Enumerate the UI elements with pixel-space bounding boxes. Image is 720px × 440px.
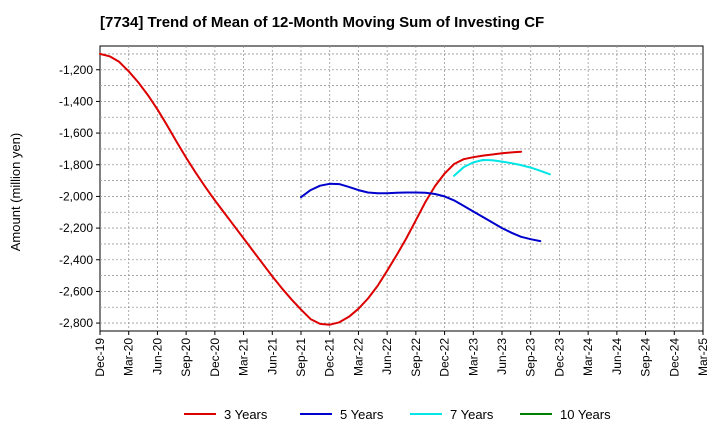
y-tick-label: -1,800 <box>59 158 93 172</box>
x-tick-label: Dec-23 <box>552 338 566 377</box>
x-tick-label: Mar-23 <box>466 338 480 376</box>
x-tick-label: Sep-23 <box>524 338 538 377</box>
x-tick-label: Sep-24 <box>639 338 653 377</box>
x-tick-label: Mar-25 <box>696 338 710 376</box>
chart-title: [7734] Trend of Mean of 12-Month Moving … <box>100 14 544 31</box>
y-tick-label: -2,000 <box>59 189 93 203</box>
x-tick-label: Dec-21 <box>323 338 337 377</box>
x-tick-label: Dec-20 <box>208 338 222 377</box>
legend: 3 Years 5 Years 7 Years 10 Years <box>184 407 611 422</box>
series-line-7-years <box>453 159 551 177</box>
grid <box>100 46 703 331</box>
x-tick-label: Mar-22 <box>351 338 365 376</box>
legend-label: 5 Years <box>340 407 384 422</box>
x-tick-label: Jun-22 <box>380 338 394 375</box>
y-axis: -1,200 -1,400 -1,600 -1,800 -2,000 -2,200 -2,4… <box>59 63 100 330</box>
y-tick-label: -1,400 <box>59 94 93 108</box>
legend-label: 7 Years <box>450 407 494 422</box>
x-tick-label: Mar-20 <box>122 338 136 376</box>
series-lines <box>99 52 551 326</box>
y-tick-label: -1,200 <box>59 63 93 77</box>
x-tick-label: Mar-24 <box>581 338 595 376</box>
y-tick-label: -2,400 <box>59 253 93 267</box>
x-tick-label: Jun-21 <box>265 338 279 375</box>
x-tick-label: Sep-22 <box>409 338 423 377</box>
series-line-3-years <box>99 52 523 326</box>
x-tick-label: Jun-23 <box>495 338 509 375</box>
y-axis-label: Amount (million yen) <box>8 133 23 252</box>
legend-label: 3 Years <box>224 407 268 422</box>
x-tick-label: Mar-21 <box>237 338 251 376</box>
y-tick-label: -2,800 <box>59 316 93 330</box>
x-tick-label: Dec-24 <box>667 338 681 377</box>
plot-area <box>99 45 704 332</box>
x-tick-label: Sep-21 <box>294 338 308 377</box>
y-tick-label: -1,600 <box>59 126 93 140</box>
x-tick-label: Jun-24 <box>610 338 624 375</box>
x-tick-label: Dec-22 <box>438 338 452 377</box>
legend-label: 10 Years <box>560 407 611 422</box>
x-tick-label: Jun-20 <box>150 338 164 375</box>
series-line-5-years <box>300 182 542 243</box>
x-axis: Dec-19 Mar-20 Jun-20 Sep-20 Dec-20 Mar-21 Jun-… <box>93 331 710 377</box>
x-tick-label: Sep-20 <box>179 338 193 377</box>
y-tick-label: -2,600 <box>59 284 93 298</box>
x-tick-label: Dec-19 <box>93 338 107 377</box>
y-tick-label: -2,200 <box>59 221 93 235</box>
